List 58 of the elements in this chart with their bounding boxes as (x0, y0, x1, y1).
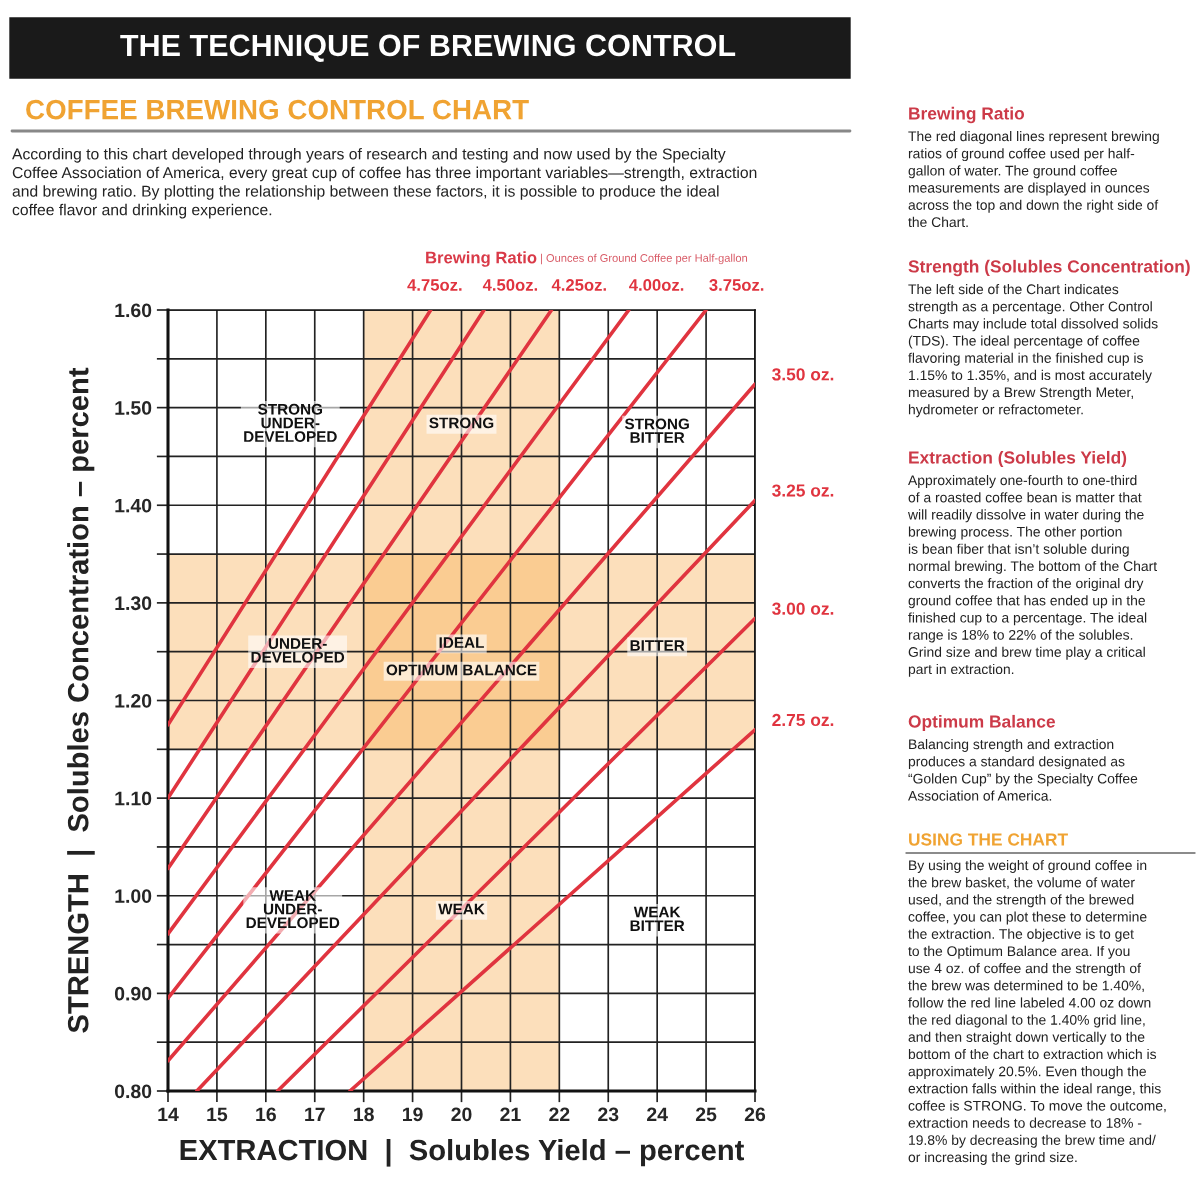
x-tick-label: 26 (744, 1107, 766, 1122)
y-tick-label: 1.10 (115, 791, 152, 806)
y-tick-label: 1.00 (115, 889, 152, 903)
text: USING THE CHART (909, 833, 1068, 846)
y-tick-label: 1.30 (115, 596, 152, 611)
annotation: STRONG (429, 417, 494, 429)
x-tick-label: 18 (354, 1107, 374, 1122)
chart-title: THE TECHNIQUE OF BREWING CONTROL (120, 34, 736, 62)
x-tick-label: 20 (451, 1107, 472, 1122)
y-tick-label: 1.50 (115, 401, 152, 415)
y-tick-label: 0.80 (114, 1084, 152, 1099)
x-tick-label: 22 (549, 1107, 570, 1122)
text: Extraction (Solubles Yield) (909, 450, 1127, 468)
series-label: 2.75 oz. (772, 713, 834, 727)
text: Strength (Solubles Concentration) (908, 259, 1190, 277)
series-label: 3.75oz. (709, 279, 764, 291)
x-tick-label: 24 (647, 1107, 668, 1122)
chart-subtitle: COFFEE BREWING CONTROL CHART (26, 99, 529, 120)
text: Brewing Ratio (909, 106, 1025, 124)
x-tick-label: 14 (158, 1107, 179, 1122)
y-tick-label: 1.40 (115, 498, 152, 513)
annotation: UNDER- DEVELOPED (251, 638, 345, 663)
text: Optimum Balance (908, 714, 1056, 732)
annotation: WEAK BITTER (630, 906, 685, 931)
y-tick-label: 0.90 (114, 986, 152, 1001)
series-label: 4.75oz. (407, 279, 462, 291)
x-tick-label: 16 (256, 1107, 276, 1122)
series-label: 3.00 oz. (772, 602, 834, 615)
text: The left side of the Chart indicates strength as a percentage. Other Control Charts may include total dissolved solids (TDS). The ideal percentage of coffee flavoring material in the finished cup is 1.15% to 1.35%, and is most accurately measured by a Brew Strength Meter, hydrometer or refractometer. (908, 284, 1158, 418)
x-tick-label: 21 (500, 1107, 521, 1122)
y-tick-label: 1.60 (115, 303, 152, 318)
x-axis-title: EXTRACTION | Solubles Yield – percent (180, 1138, 744, 1167)
series-label: 4.50oz. (482, 279, 538, 291)
y-tick-label: 1.20 (115, 693, 152, 708)
series-label: 3.50 oz. (772, 368, 834, 381)
x-tick-label: 15 (207, 1107, 228, 1122)
text: Approximately one-fourth to one-third of a roasted coffee bean is matter that will readily dissolve in water during the brewing process. The other portion is bean fiber that isn’t soluble during normal brewing. The bottom of the Chart converts the fraction of the original dry ground coffee that has ended up in the finished cup to a percentage. The ideal range is 18% to 22% of the solubles. Grind size and brew time play a critical part in extraction. (907, 475, 1157, 677)
annotation: WEAK (438, 903, 485, 915)
text: According to this chart developed through years of research and testing and now used by the Specialty Coffee Association of America, every great cup of coffee has three important variables—strength, extraction and brewing ratio. By plotting the relationship between these factors, it is possible to produce the ideal coffee flavor and drinking experience. (12, 148, 757, 219)
text: The red diagonal lines represent brewing ratios of ground coffee used per half- gallon of water. The ground coffee measurements are displayed in ounces across the top and down the right side of the Chart. (908, 131, 1159, 228)
legend-title: Brewing Ratio (426, 251, 537, 267)
annotation: WEAK UNDER- DEVELOPED (246, 890, 340, 929)
text: Balancing strength and extraction produces a standard designated as “Golden Cup” by the Specialty Coffee Association of America. (908, 739, 1138, 801)
series-label: 4.00oz. (629, 279, 684, 291)
annotation: IDEAL (439, 637, 484, 648)
annotation: STRONG BITTER (624, 418, 689, 443)
series-label: 3.25 oz. (772, 484, 834, 497)
x-tick-label: 25 (695, 1107, 717, 1122)
text: | Ounces of Ground Coffee per Half-gallon (540, 253, 748, 265)
series-label: 4.25oz. (551, 279, 606, 291)
x-tick-label: 19 (402, 1107, 423, 1122)
y-axis-title: STRENGTH | Solubles Concentration – percent (67, 367, 95, 1033)
annotation: BITTER (630, 640, 685, 651)
x-tick-label: 17 (305, 1107, 325, 1122)
annotation: STRONG UNDER- DEVELOPED (244, 403, 337, 443)
annotation: OPTIMUM BALANCE (386, 664, 537, 676)
x-tick-label: 23 (598, 1107, 619, 1122)
text: By using the weight of ground coffee in the brew basket, the volume of water used, and the strength of the brewed coffee, you can plot these to determine the extraction. The objective is to get to the Optimum Balance area. If you use 4 oz. of coffee and the strength of the brew was determined to be 1.40%, follow the red line labeled 4.00 oz down the red diagonal to the 1.40% grid line, and then straight down vertically to the bottom of the chart to extraction which is approximately 20.5%. Even though the extraction falls within the ideal range, this coffee is STRONG. To move the outcome, extraction needs to decrease to 18% - 19.8% by decreasing the brew time and/ or increasing the grind size. (908, 860, 1166, 1165)
